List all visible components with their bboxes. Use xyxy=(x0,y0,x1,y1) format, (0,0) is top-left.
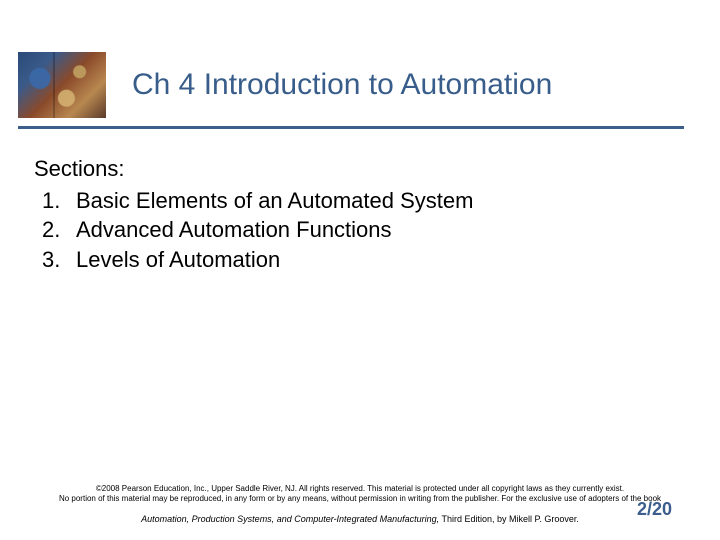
list-item-text: Advanced Automation Functions xyxy=(76,215,392,245)
list-item-number: 3. xyxy=(42,245,76,275)
footer: ©2008 Pearson Education, Inc., Upper Sad… xyxy=(0,484,720,524)
page-number: 2/20 xyxy=(637,499,672,520)
copyright-line-2: No portion of this material may be repro… xyxy=(40,494,680,504)
list-item: 1. Basic Elements of an Automated System xyxy=(42,186,680,216)
body: Sections: 1. Basic Elements of an Automa… xyxy=(34,154,680,275)
list-item: 2. Advanced Automation Functions xyxy=(42,215,680,245)
list-item: 3. Levels of Automation xyxy=(42,245,680,275)
list-item-text: Basic Elements of an Automated System xyxy=(76,186,473,216)
slide: Ch 4 Introduction to Automation Sections… xyxy=(0,0,720,540)
header: Ch 4 Introduction to Automation xyxy=(0,52,720,118)
header-thumbnail-image xyxy=(18,52,106,118)
sections-list: 1. Basic Elements of an Automated System… xyxy=(34,186,680,275)
copyright-line-1: ©2008 Pearson Education, Inc., Upper Sad… xyxy=(40,484,680,494)
book-citation: Automation, Production Systems, and Comp… xyxy=(0,514,720,524)
list-item-number: 2. xyxy=(42,215,76,245)
list-item-number: 1. xyxy=(42,186,76,216)
book-tail: Third Edition, by Mikell P. Groover. xyxy=(439,514,579,524)
book-title: Automation, Production Systems, and Comp… xyxy=(141,514,439,524)
slide-title: Ch 4 Introduction to Automation xyxy=(132,68,552,102)
title-underline xyxy=(18,126,684,129)
sections-label: Sections: xyxy=(34,154,680,184)
list-item-text: Levels of Automation xyxy=(76,245,280,275)
